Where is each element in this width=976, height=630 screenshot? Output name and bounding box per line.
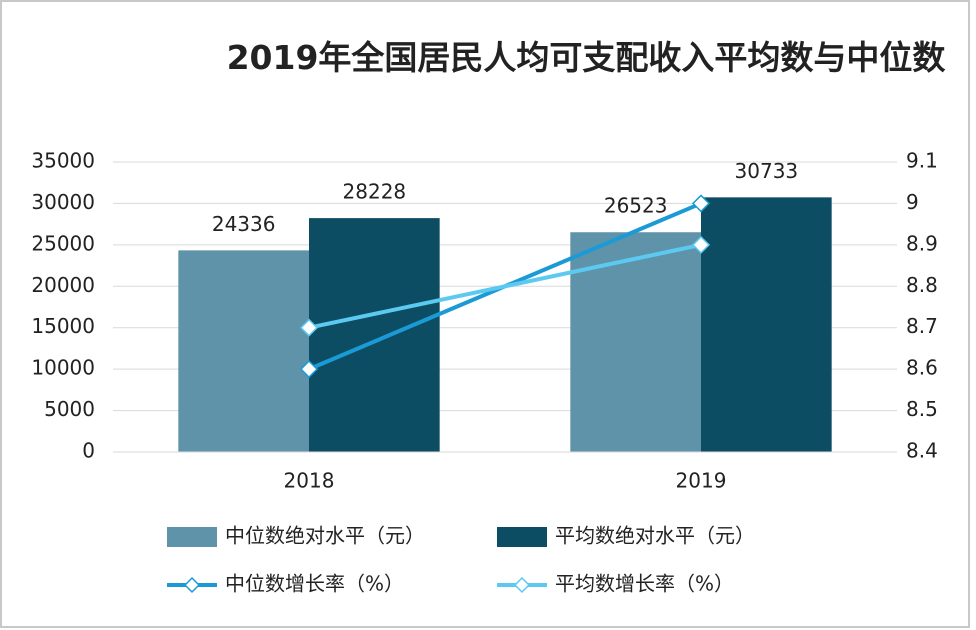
y2-tick-label: 8.5 — [906, 397, 938, 421]
legend-swatch — [497, 527, 547, 547]
value-label: 24336 — [212, 212, 276, 236]
point-marker — [299, 318, 319, 337]
value-label: 28228 — [343, 180, 407, 204]
x-tick-label: 2018 — [284, 469, 335, 493]
legend-label: 平均数绝对水平（元） — [555, 524, 755, 548]
legend-label: 中位数绝对水平（元） — [225, 524, 425, 548]
bar — [309, 218, 440, 452]
y2-tick-label: 9.1 — [906, 149, 938, 173]
legend-label: 平均数增长率（%） — [555, 572, 734, 596]
point-marker — [299, 360, 319, 379]
bar — [701, 197, 832, 452]
line — [308, 242, 702, 330]
y-tick-label: 10000 — [31, 356, 95, 380]
legend-label: 中位数增长率（%） — [225, 572, 404, 596]
legend-marker — [513, 576, 531, 594]
y-tick-label: 20000 — [31, 273, 95, 297]
y2-tick-label: 8.7 — [906, 314, 938, 338]
value-label: 26523 — [604, 194, 668, 218]
point-marker — [691, 194, 711, 213]
bar — [178, 250, 309, 452]
y2-tick-label: 8.8 — [906, 273, 938, 297]
y-tick-label: 15000 — [31, 314, 95, 338]
legend-marker — [183, 576, 201, 594]
point-marker — [691, 235, 711, 254]
y-tick-label: 25000 — [31, 231, 95, 255]
y2-tick-label: 8.9 — [906, 231, 938, 255]
y2-tick-label: 8.6 — [906, 356, 938, 380]
value-label: 30733 — [735, 159, 799, 183]
y-tick-label: 30000 — [31, 190, 95, 214]
x-tick-label: 2019 — [676, 469, 727, 493]
y-tick-label: 35000 — [31, 149, 95, 173]
chart-title: 2019年全国居民人均可支配收入平均数与中位数 — [226, 38, 946, 77]
bar — [570, 232, 701, 452]
y-tick-label: 0 — [82, 439, 95, 463]
y-tick-label: 5000 — [44, 397, 95, 421]
y2-tick-label: 8.4 — [906, 439, 938, 463]
legend-swatch — [167, 527, 217, 547]
y2-tick-label: 9 — [906, 190, 919, 214]
